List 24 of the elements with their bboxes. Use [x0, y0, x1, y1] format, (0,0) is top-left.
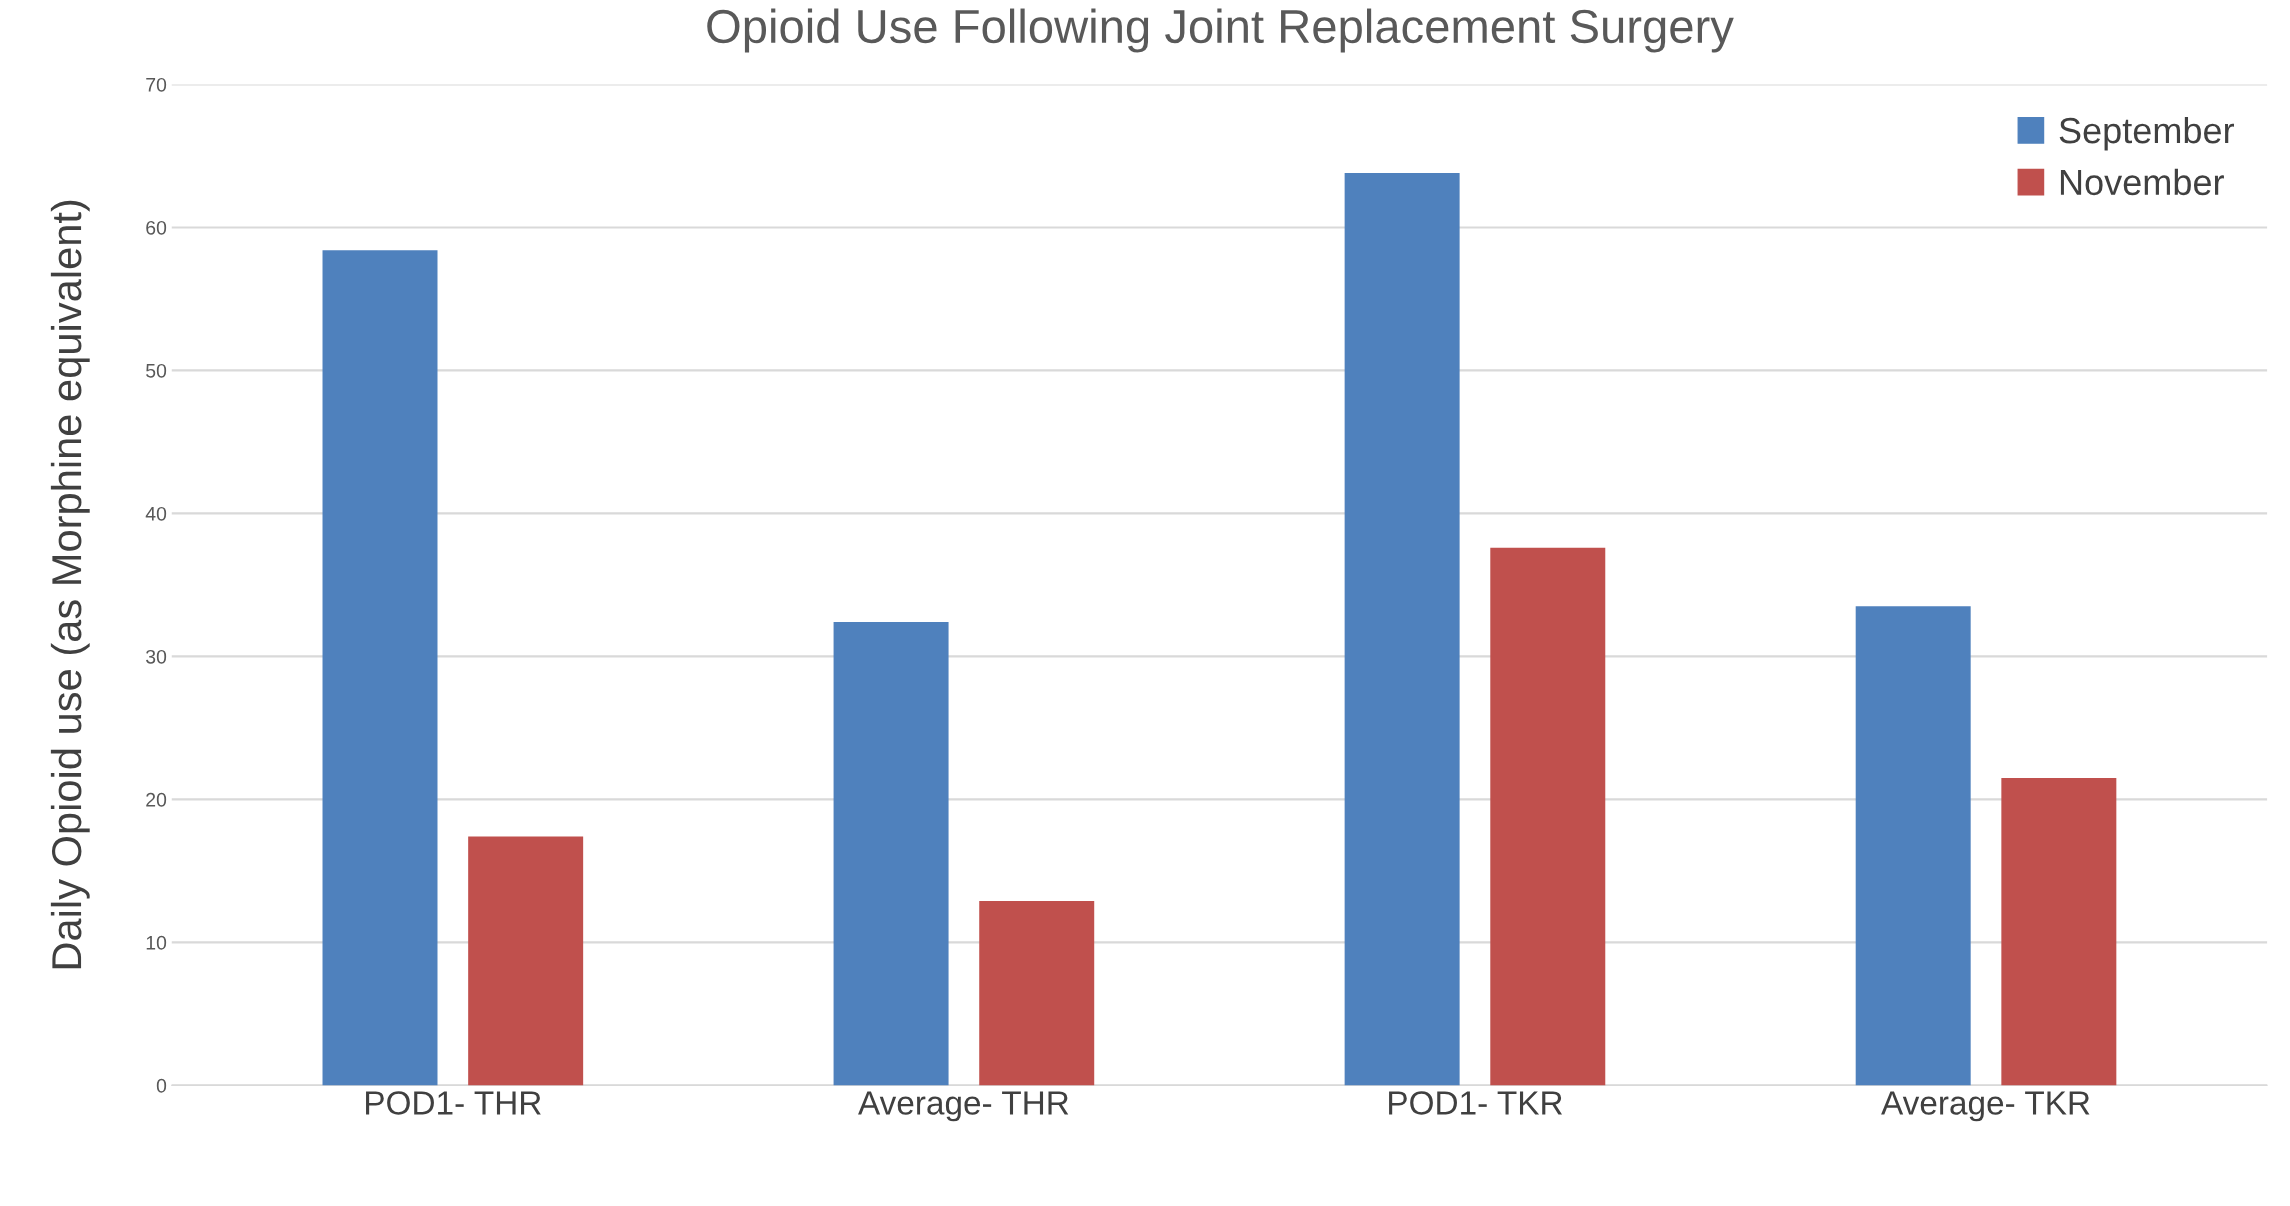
y-tick-label: 70	[146, 77, 167, 92]
chart-title: Opioid Use Following Joint Replacement Surgery	[707, 8, 1734, 53]
bar	[468, 836, 584, 1086]
bar	[833, 622, 949, 1086]
x-tick-label: Average- TKR	[1881, 1091, 2090, 1122]
legend-label: November	[2060, 168, 2224, 196]
bar	[1855, 606, 1971, 1086]
legend-label: September	[2059, 116, 2235, 151]
x-tick-label: POD1- THR	[366, 1091, 541, 1115]
y-tick-label: 20	[146, 792, 167, 807]
y-tick-label: 40	[145, 506, 167, 521]
x-tick-label: POD1- TKR	[1389, 1091, 1563, 1115]
bar	[1344, 173, 1460, 1086]
bar	[322, 250, 438, 1086]
x-tick-label: Average- THR	[858, 1091, 1069, 1122]
bar	[1490, 547, 1606, 1086]
y-tick-label: 0	[156, 1078, 167, 1093]
y-tick-label: 50	[146, 363, 167, 378]
bar	[2001, 777, 2117, 1086]
bar	[979, 900, 1095, 1086]
y-axis-title: Daily Opioid use (as Morphine equivalent)	[50, 200, 90, 969]
y-tick-label: 10	[146, 935, 167, 950]
y-tick-label: 60	[146, 220, 167, 235]
y-tick-label: 30	[146, 649, 167, 664]
